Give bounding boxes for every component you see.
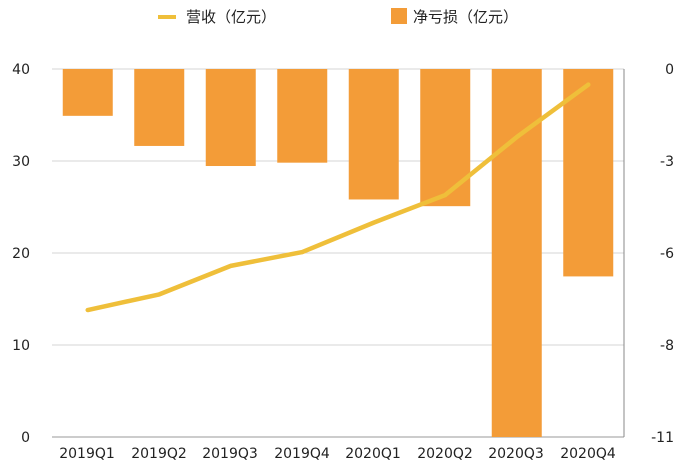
revenue-point <box>586 82 591 87</box>
right-tick-label: -11 <box>651 430 674 446</box>
right-axis: 0 -3 -6 -8 -11 <box>651 62 674 446</box>
revenue-point <box>85 308 90 313</box>
x-tick-label: 2020Q3 <box>488 446 544 461</box>
x-tick-label: 2020Q2 <box>417 446 473 461</box>
right-tick-label: 0 <box>665 62 674 78</box>
x-tick-label: 2019Q4 <box>274 446 330 461</box>
net-loss-bar <box>134 69 185 146</box>
left-axis: 0 10 20 30 40 <box>12 62 30 446</box>
left-tick-label: 40 <box>12 62 30 78</box>
right-tick-label: -6 <box>660 246 674 262</box>
revenue-point <box>443 193 448 198</box>
net-loss-bar <box>348 69 399 200</box>
left-tick-label: 30 <box>12 154 30 170</box>
right-tick-label: -3 <box>660 154 674 170</box>
x-tick-label: 2019Q1 <box>59 446 115 461</box>
revenue-point <box>157 292 162 297</box>
net-loss-bar <box>491 69 542 437</box>
left-tick-label: 10 <box>12 338 30 354</box>
right-tick-label: -8 <box>660 338 674 354</box>
x-tick-label: 2020Q1 <box>345 446 401 461</box>
left-tick-label: 20 <box>12 246 30 262</box>
x-axis: 2019Q1 2019Q2 2019Q3 2019Q4 2020Q1 2020Q… <box>59 446 616 461</box>
legend: 营收（亿元） 净亏损（亿元） <box>158 8 518 26</box>
x-tick-label: 2020Q4 <box>560 446 616 461</box>
revenue-point <box>371 220 376 225</box>
x-tick-label: 2019Q2 <box>131 446 187 461</box>
revenue-line <box>85 82 591 313</box>
x-tick-label: 2019Q3 <box>202 446 258 461</box>
revenue-point <box>300 250 305 255</box>
net-loss-bar <box>563 69 614 277</box>
net-loss-bars <box>62 69 614 437</box>
net-loss-bar <box>205 69 256 167</box>
revenue-line-group <box>85 82 591 313</box>
revenue-point <box>514 135 519 140</box>
legend-net-loss-marker <box>391 8 407 24</box>
net-loss-bar <box>420 69 471 207</box>
net-loss-bar <box>62 69 113 116</box>
revenue-point <box>228 263 233 268</box>
net-loss-bar <box>277 69 328 163</box>
legend-revenue-label: 营收（亿元） <box>186 8 276 26</box>
left-tick-label: 0 <box>21 430 30 446</box>
legend-net-loss-label: 净亏损（亿元） <box>413 8 518 26</box>
